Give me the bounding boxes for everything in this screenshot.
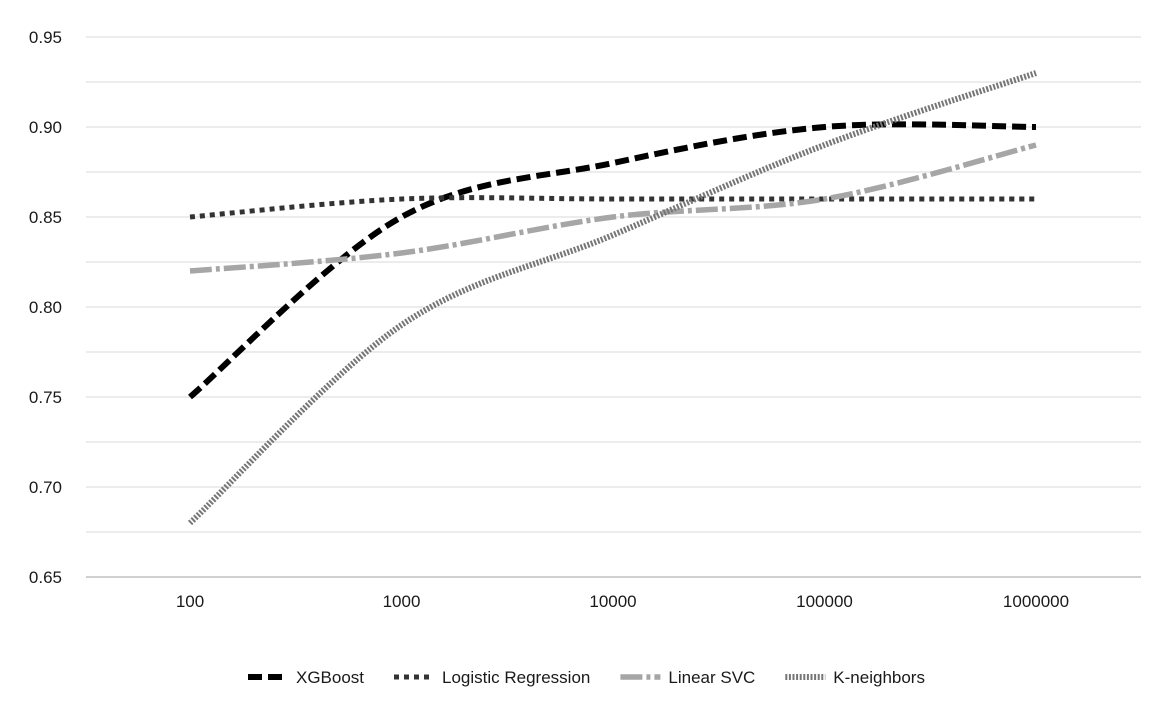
y-tick-label: 0.95: [29, 28, 62, 47]
legend-item-linear-svc: Linear SVC: [620, 668, 755, 687]
x-tick-label: 1000: [383, 592, 421, 611]
series-line-linear-svc: [189, 142, 1037, 274]
y-tick-label: 0.90: [29, 118, 62, 137]
series-line-logistic-regression: [189, 195, 1036, 220]
series-lines: [187, 70, 1037, 526]
legend-label: Logistic Regression: [442, 668, 590, 687]
y-tick-label: 0.70: [29, 478, 62, 497]
x-tick-label: 100000: [796, 592, 853, 611]
legend-item-k-neighbors: K-neighbors: [785, 668, 925, 687]
legend-label: XGBoost: [296, 668, 364, 687]
y-tick-label: 0.65: [29, 568, 62, 587]
legend-item-logistic-regression: Logistic Regression: [394, 668, 590, 687]
gridlines: [86, 36, 1141, 578]
series-line-k-neighbors: [187, 70, 1037, 526]
y-tick-label: 0.80: [29, 298, 62, 317]
y-axis-tick-labels: 0.65 0.70 0.75 0.80 0.85 0.90 0.95: [29, 28, 62, 587]
series-line-xgboost: [188, 121, 1037, 400]
legend: XGBoost Logistic Regression Linear SVC K-ne…: [248, 668, 925, 687]
y-tick-label: 0.75: [29, 388, 62, 407]
x-tick-label: 10000: [589, 592, 636, 611]
x-tick-label: 1000000: [1003, 592, 1069, 611]
legend-label: Linear SVC: [668, 668, 755, 687]
x-axis-tick-labels: 100 1000 10000 100000 1000000: [176, 592, 1069, 611]
y-tick-label: 0.85: [29, 208, 62, 227]
x-tick-label: 100: [176, 592, 204, 611]
legend-item-xgboost: XGBoost: [248, 668, 364, 687]
legend-label: K-neighbors: [833, 668, 925, 687]
